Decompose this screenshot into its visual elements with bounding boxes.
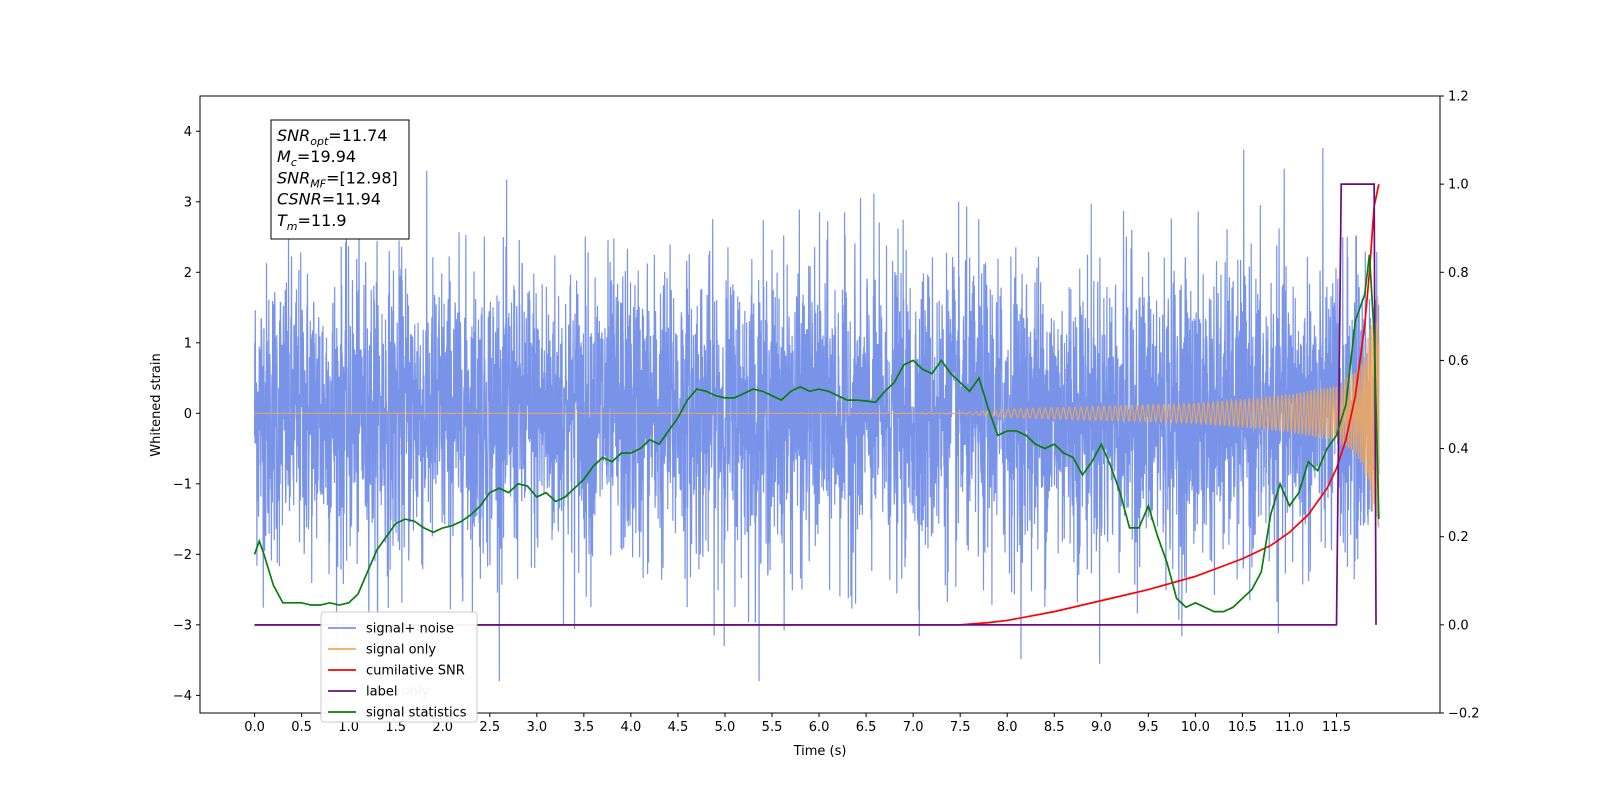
x-tick-label: 10.0 — [1181, 720, 1210, 735]
x-tick-label: 10.5 — [1228, 720, 1257, 735]
x-tick-label: 11.0 — [1275, 720, 1304, 735]
legend-background — [322, 613, 476, 721]
x-tick-label: 1.0 — [338, 720, 359, 735]
y2-tick-label: 1.2 — [1448, 90, 1469, 105]
annotation-line: Mc=19.94 — [277, 147, 356, 169]
y-axis-right: −0.2 0.0 0.2 0.4 0.6 0.8 1.0 1.2 — [1440, 90, 1480, 722]
y-tick-label: 2 — [184, 266, 192, 281]
x-tick-label: 3.0 — [526, 720, 547, 735]
x-tick-label: 4.5 — [668, 720, 689, 735]
y2-tick-label: 0.2 — [1448, 530, 1469, 545]
series-cumulative-snr-line — [254, 183, 1380, 626]
x-tick-label: 9.0 — [1091, 720, 1112, 735]
y-tick-label: −1 — [173, 477, 192, 492]
legend-item-label: signal only — [366, 643, 436, 658]
x-tick-label: 5.0 — [715, 720, 736, 735]
x-tick-label: 11.5 — [1322, 720, 1351, 735]
x-tick-label: 2.0 — [432, 720, 453, 735]
x-tick-label: 2.5 — [479, 720, 500, 735]
y-tick-label: 0 — [184, 407, 192, 422]
y-axis-label: Whitened strain — [149, 353, 164, 456]
annotation-line: SNRMF=[12.98] — [277, 168, 398, 190]
legend-item-label: cumilative SNR — [366, 664, 465, 679]
x-tick-label: 3.5 — [574, 720, 595, 735]
legend-item-label: signal statistics — [366, 706, 467, 721]
x-tick-label: 0.5 — [291, 720, 312, 735]
legend-item-label: label — [366, 685, 397, 700]
axes-frame — [199, 95, 1441, 714]
y2-tick-label: 0.4 — [1448, 442, 1469, 457]
y-tick-label: −4 — [173, 689, 192, 704]
annotation-line: CSNR=11.94 — [277, 190, 381, 209]
y2-tick-label: 0.0 — [1448, 618, 1469, 633]
series-signal-only-line — [254, 295, 1380, 528]
legend: label onlysignal statisticssignal+ noise… — [320, 611, 478, 723]
x-tick-label: 7.5 — [950, 720, 971, 735]
annotation-box: SNRopt=11.74Mc=19.94SNRMF=[12.98]CSNR=11… — [270, 119, 410, 240]
x-tick-label: 8.5 — [1044, 720, 1065, 735]
annotation-line: SNRopt=11.74 — [277, 126, 388, 148]
y-axis-left: −4 −3 −2 −1 0 1 2 3 4 — [173, 125, 200, 704]
plot-area — [253, 147, 1380, 682]
y2-tick-label: 1.0 — [1448, 178, 1469, 193]
y-tick-label: 4 — [184, 125, 192, 140]
x-axis-label: Time (s) — [793, 744, 847, 759]
x-tick-label: 9.5 — [1138, 720, 1159, 735]
x-tick-label: 0.0 — [244, 720, 265, 735]
x-axis: 0.0 0.5 1.0 1.5 2.0 2.5 3.0 3.5 4.0 4.5 5.0 5.5 6.0 6… — [244, 713, 1351, 735]
y2-tick-label: 0.8 — [1448, 266, 1469, 281]
y-tick-label: 1 — [184, 336, 192, 351]
x-tick-label: 6.5 — [856, 720, 877, 735]
x-tick-label: 1.5 — [385, 720, 406, 735]
y2-tick-label: −0.2 — [1448, 707, 1480, 722]
x-tick-label: 6.0 — [809, 720, 830, 735]
x-tick-label: 7.0 — [903, 720, 924, 735]
y-tick-label: 3 — [184, 195, 192, 210]
x-tick-label: 4.0 — [621, 720, 642, 735]
x-tick-label: 8.0 — [997, 720, 1018, 735]
series-signal-statistics-line — [253, 254, 1380, 613]
y2-tick-label: 0.6 — [1448, 354, 1469, 369]
series-signal-noise-line — [253, 147, 1380, 682]
y-tick-label: −2 — [173, 548, 192, 563]
x-tick-label: 5.5 — [762, 720, 783, 735]
annotation-line: Tm=11.9 — [277, 211, 347, 233]
legend-item-label: signal+ noise — [366, 622, 454, 637]
y-tick-label: −3 — [173, 618, 192, 633]
